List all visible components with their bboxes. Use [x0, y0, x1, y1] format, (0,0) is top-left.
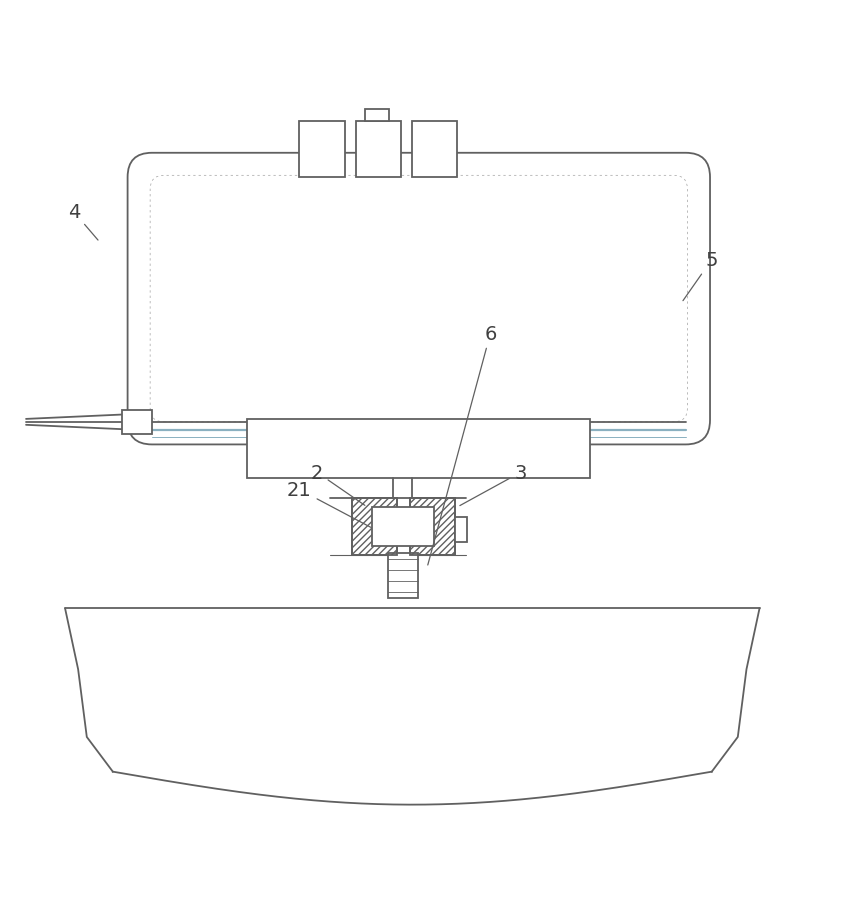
Bar: [410, 499, 455, 555]
Text: 21: 21: [287, 481, 371, 528]
FancyBboxPatch shape: [128, 153, 710, 445]
Text: 6: 6: [428, 325, 496, 566]
Bar: [365, 109, 389, 122]
Bar: [352, 499, 397, 555]
Bar: [410, 499, 455, 555]
Bar: [372, 507, 434, 547]
Text: 4: 4: [68, 203, 98, 241]
Bar: [455, 518, 467, 542]
Bar: [122, 410, 152, 435]
Bar: [299, 122, 345, 178]
Bar: [352, 499, 397, 555]
Bar: [388, 553, 418, 598]
Text: 2: 2: [311, 464, 365, 506]
Text: 3: 3: [460, 464, 527, 506]
Bar: [412, 122, 457, 178]
Bar: [356, 122, 401, 178]
Bar: [247, 419, 590, 479]
Text: 5: 5: [683, 251, 718, 301]
